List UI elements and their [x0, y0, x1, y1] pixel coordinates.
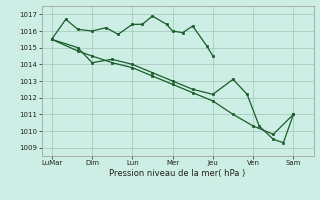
X-axis label: Pression niveau de la mer( hPa ): Pression niveau de la mer( hPa ) — [109, 169, 246, 178]
